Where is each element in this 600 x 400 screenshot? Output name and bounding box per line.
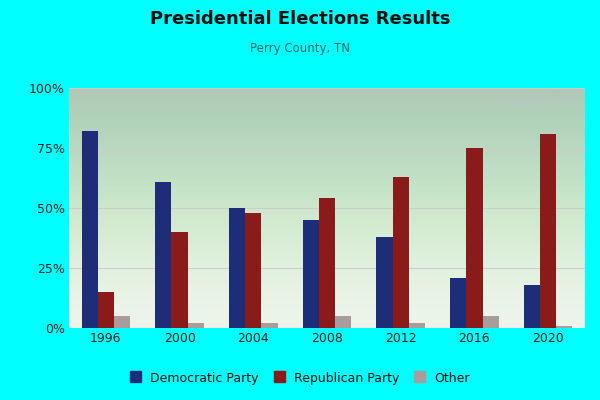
Bar <box>319 198 335 328</box>
Bar <box>82 131 98 328</box>
Bar <box>262 323 278 328</box>
Bar <box>450 278 466 328</box>
Bar <box>335 316 352 328</box>
Bar <box>540 134 556 328</box>
Bar <box>302 220 319 328</box>
Bar <box>524 285 540 328</box>
Bar <box>482 316 499 328</box>
Text: City-Data.com: City-Data.com <box>498 95 577 105</box>
Legend: Democratic Party, Republican Party, Other: Democratic Party, Republican Party, Othe… <box>125 367 475 390</box>
Bar <box>556 326 572 328</box>
Bar <box>155 182 172 328</box>
Bar <box>376 237 392 328</box>
Bar <box>245 213 262 328</box>
Text: Presidential Elections Results: Presidential Elections Results <box>150 10 450 28</box>
Text: ⓘ: ⓘ <box>555 95 562 105</box>
Bar <box>409 323 425 328</box>
Bar <box>392 177 409 328</box>
Text: Perry County, TN: Perry County, TN <box>250 42 350 55</box>
Bar <box>188 323 204 328</box>
Bar <box>114 316 130 328</box>
Bar <box>98 292 114 328</box>
Bar <box>466 148 482 328</box>
Bar <box>229 208 245 328</box>
Bar <box>172 232 188 328</box>
